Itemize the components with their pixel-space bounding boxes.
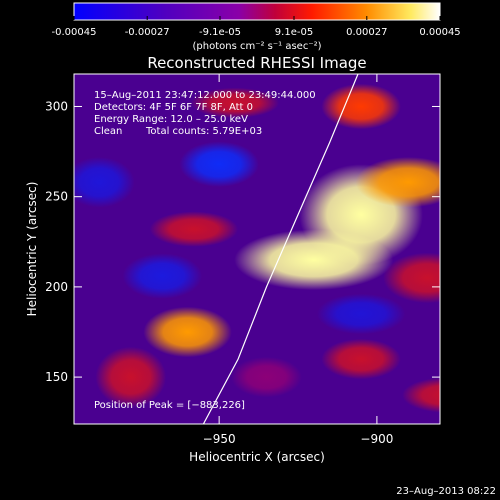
plot-frame: [73, 73, 441, 425]
positive-intensity-region: [321, 338, 401, 380]
y-tick-label: 250: [45, 190, 68, 204]
x-tick-label: −950: [203, 432, 236, 446]
info-total-counts: Total counts: 5.79E+03: [145, 126, 262, 137]
negative-intensity-region: [316, 293, 406, 335]
colorbar-tick-label: -0.00027: [125, 27, 170, 38]
timestamp: 23–Aug–2013 08:22: [396, 486, 496, 497]
y-tick-label: 300: [45, 99, 68, 113]
y-tick-label: 200: [45, 280, 68, 294]
y-axis-ticks: 150 200 250 300: [45, 99, 440, 384]
colorbar-tick-label: -9.1e-05: [199, 27, 241, 38]
negative-intensity-region: [74, 156, 135, 208]
solar-limb-line: [202, 74, 359, 424]
colorbar-tick-label: 0.00027: [346, 27, 387, 38]
colorbar-units: (photons cm⁻² s⁻¹ asec⁻²): [192, 41, 321, 52]
colorbar-frame: [73, 2, 441, 21]
colorbar: -0.00045 -0.00027 -9.1e-05 9.1e-05 0.00027 0.…: [52, 2, 461, 52]
colorbar-tick-label: -0.00045: [52, 27, 97, 38]
colorbar-tick-label: 9.1e-05: [275, 27, 313, 38]
colorbar-tick-label: 0.00045: [419, 27, 460, 38]
info-text: 15–Aug–2011 23:47:12.000 to 23:49:44.000…: [94, 90, 316, 137]
negative-intensity-region: [122, 253, 203, 299]
positive-intensity-region: [95, 346, 167, 408]
info-clean: Clean: [94, 126, 122, 137]
colorbar-ticks: -0.00045 -0.00027 -9.1e-05 9.1e-05 0.00027 0.…: [52, 16, 461, 38]
x-axis-ticks: −950−900−850: [203, 74, 393, 446]
positive-intensity-region: [321, 83, 401, 130]
positive-intensity-region: [355, 156, 440, 208]
positive-intensity-region: [383, 252, 440, 304]
info-energy-range: Energy Range: 12.0 – 25.0 keV: [94, 114, 248, 125]
info-detectors: Detectors: 4F 5F 6F 7F 8F, Att 0: [94, 102, 253, 113]
colorbar-gradient: [74, 3, 440, 20]
positive-intensity-region: [143, 306, 232, 358]
positive-intensity-region: [402, 377, 440, 413]
positive-intensity-region: [149, 211, 239, 247]
negative-intensity-region: [179, 141, 259, 187]
heatmap-image: [74, 83, 440, 413]
y-tick-label: 150: [45, 370, 68, 384]
info-time-range: 15–Aug–2011 23:47:12.000 to 23:49:44.000: [94, 90, 316, 101]
positive-intensity-region: [190, 87, 280, 119]
peak-position-label: Position of Peak = [−883,226]: [94, 400, 245, 411]
chart-title: Reconstructed RHESSI Image: [147, 54, 366, 72]
x-axis-label: Heliocentric X (arcsec): [189, 450, 325, 464]
x-tick-label: −900: [360, 432, 393, 446]
positive-intensity-region: [231, 356, 302, 398]
y-axis-label: Heliocentric Y (arcsec): [25, 182, 39, 317]
